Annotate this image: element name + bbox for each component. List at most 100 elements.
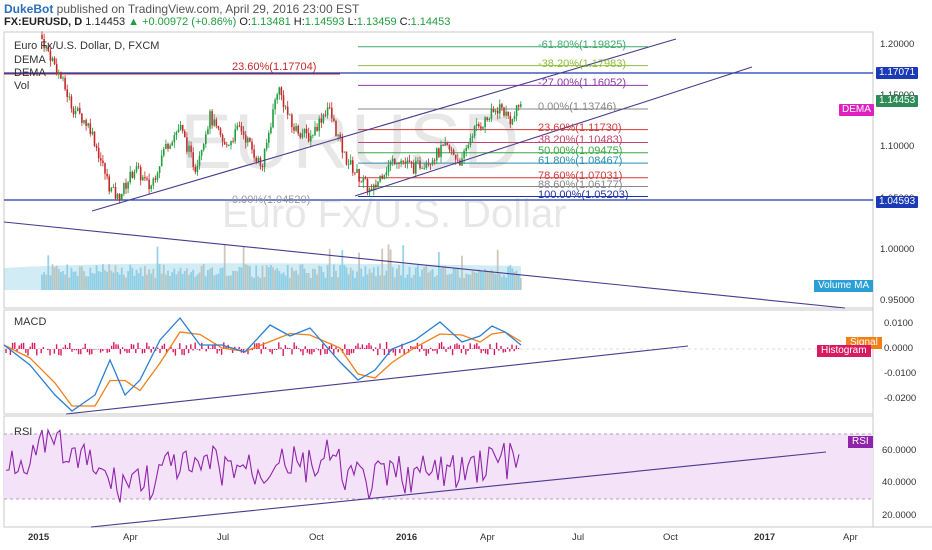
main-pane-title[interactable]: Euro Fx/U.S. Dollar, D, FXCM — [14, 40, 160, 52]
trendlines[interactable] — [3, 38, 846, 528]
candle-body — [286, 106, 289, 115]
volume-bar — [519, 277, 522, 290]
symbol-label[interactable]: FX:EURUSD, D — [4, 16, 83, 28]
candle-body — [211, 111, 213, 126]
volume-bar — [423, 267, 426, 290]
volume-bar — [60, 272, 62, 290]
candle-body — [278, 87, 281, 95]
candle-body — [406, 160, 409, 164]
candle-body — [270, 127, 272, 133]
close-label: C: — [399, 16, 411, 28]
volume-bar — [99, 272, 102, 290]
candle-body — [465, 147, 467, 152]
candle-body — [123, 183, 125, 194]
candle-body — [97, 147, 100, 159]
candle-body — [158, 166, 161, 173]
candle-body — [433, 160, 436, 162]
candle-body — [114, 187, 117, 199]
volume-bar — [349, 267, 352, 290]
candle-body — [312, 135, 314, 137]
candle-body — [72, 108, 75, 115]
volume-bar — [267, 267, 270, 290]
candle-body — [467, 144, 470, 148]
candle-body — [297, 125, 299, 134]
volume-bar — [414, 267, 417, 290]
candle-body — [116, 194, 119, 199]
indicator-dema-2[interactable]: DEMA — [14, 67, 46, 79]
candle-body — [223, 141, 226, 145]
volume-bar — [242, 246, 245, 290]
candle-body — [205, 134, 207, 145]
published-text: published on TradingView.com, April 29, … — [53, 2, 360, 16]
volume-bar — [368, 268, 371, 290]
volume-bar — [461, 255, 463, 290]
volume-bar — [238, 266, 241, 290]
indicator-dema-1[interactable]: DEMA — [14, 54, 46, 66]
volume-bar — [274, 270, 276, 290]
rsi-title[interactable]: RSI — [14, 426, 33, 438]
candle-body — [190, 145, 192, 153]
candle-body — [139, 167, 142, 181]
candle-body — [352, 160, 354, 173]
histogram-legend: Histogram — [817, 345, 871, 357]
candle-body — [47, 45, 50, 52]
candle-body — [505, 111, 507, 116]
candle-body — [337, 134, 339, 136]
macd-title[interactable]: MACD — [14, 316, 47, 328]
candle-body — [234, 129, 236, 142]
volume-bar — [377, 266, 379, 290]
volume-bar — [160, 273, 163, 290]
volume-bar — [102, 264, 104, 290]
fib-level-label: 50.00%(1.09475) — [538, 144, 623, 157]
fib-level-label: 88.60%(1.06177) — [538, 178, 623, 191]
current-price-tag: 1.14453 — [876, 95, 919, 107]
candle-body — [148, 179, 150, 190]
candle-body — [509, 115, 512, 125]
volume-bar — [169, 275, 171, 290]
volume-bar — [393, 277, 396, 290]
volume-bar — [175, 274, 178, 290]
candle-body — [408, 160, 411, 162]
volume-bar — [190, 272, 192, 290]
candle-body — [419, 160, 421, 169]
candle-body — [202, 144, 205, 150]
volume-bar — [51, 264, 54, 290]
volume-bar — [108, 264, 111, 290]
indicator-volume[interactable]: Vol — [14, 80, 30, 92]
rsi-legend: RSI — [848, 436, 873, 448]
price-tick-label: 1.10000 — [880, 141, 915, 153]
candle-body — [226, 144, 228, 146]
volume-bar — [318, 265, 321, 290]
volume-bar — [251, 276, 253, 290]
publisher-name[interactable]: DukeBot — [4, 2, 54, 16]
volume-bar — [291, 267, 293, 290]
candle-body — [240, 126, 243, 132]
volume-bar — [276, 268, 279, 290]
volume-bar — [272, 267, 274, 290]
candle-body — [76, 108, 79, 112]
candle-body — [125, 183, 127, 189]
candle-body — [383, 175, 386, 179]
volume-bar — [89, 267, 92, 290]
candle-body — [415, 160, 417, 174]
volume-bar — [139, 267, 142, 290]
candle-body — [511, 119, 514, 125]
volume-bar — [446, 274, 449, 290]
volume-bar — [148, 269, 150, 290]
candle-body — [87, 123, 89, 126]
candle-body — [501, 104, 503, 108]
volume-bar — [62, 271, 64, 290]
volume-bar — [144, 265, 146, 290]
volume-bar — [215, 274, 218, 290]
volume-bar — [167, 270, 169, 290]
volume-bar — [465, 273, 468, 290]
time-tick-label: Oct — [309, 532, 324, 543]
macd-pane[interactable] — [3, 309, 874, 415]
open-label: O: — [239, 16, 251, 28]
volume-bar — [505, 277, 507, 290]
volume-bar — [492, 271, 495, 290]
candle-body — [391, 158, 394, 162]
volume-bar — [330, 276, 333, 290]
candle-body — [221, 134, 224, 142]
